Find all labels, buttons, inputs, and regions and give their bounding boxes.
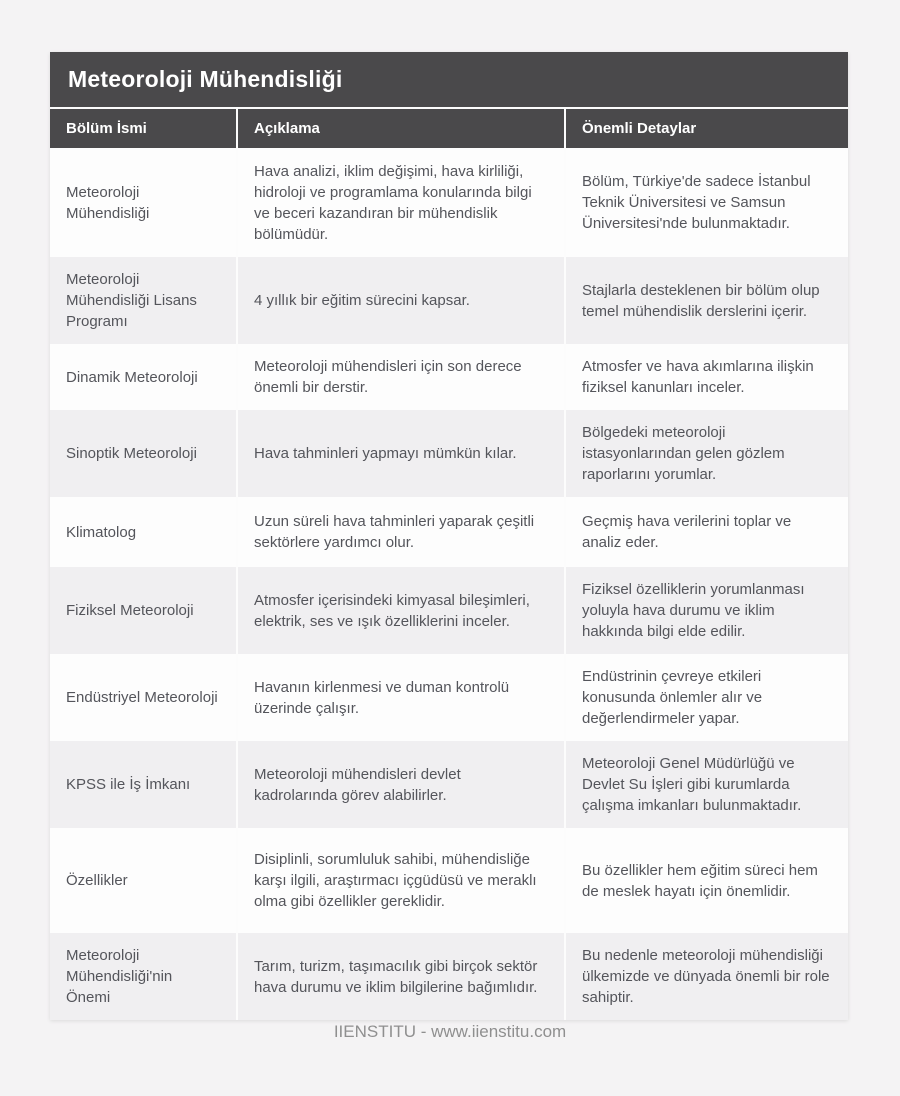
row-detail-cell: Endüstrinin çevreye etkileri konusunda ö… bbox=[566, 654, 848, 741]
row-desc-cell: Meteoroloji mühendisleri devlet kadrolar… bbox=[238, 741, 564, 828]
row-name-cell: Sinoptik Meteoroloji bbox=[50, 410, 236, 497]
table-row: Sinoptik Meteoroloji Hava tahminleri yap… bbox=[50, 410, 848, 497]
row-desc-cell: Atmosfer içerisindeki kimyasal bileşimle… bbox=[238, 567, 564, 654]
row-detail-cell: Meteoroloji Genel Müdürlüğü ve Devlet Su… bbox=[566, 741, 848, 828]
table-row: Meteoroloji Mühendisliği Lisans Programı… bbox=[50, 257, 848, 344]
row-desc-cell: Havanın kirlenmesi ve duman kontrolü üze… bbox=[238, 654, 564, 741]
row-name-cell: KPSS ile İş İmkanı bbox=[50, 741, 236, 828]
row-desc-cell: Tarım, turizm, taşımacılık gibi birçok s… bbox=[238, 933, 564, 1020]
row-desc-cell: Hava analizi, iklim değişimi, hava kirli… bbox=[238, 148, 564, 257]
table-body: Meteoroloji Mühendisliği Hava analizi, i… bbox=[50, 148, 848, 1020]
row-name-cell: Dinamik Meteoroloji bbox=[50, 344, 236, 410]
table-row: Fiziksel Meteoroloji Atmosfer içerisinde… bbox=[50, 567, 848, 654]
row-name-cell: Endüstriyel Meteoroloji bbox=[50, 654, 236, 741]
row-detail-cell: Stajlarla desteklenen bir bölüm olup tem… bbox=[566, 257, 848, 344]
row-desc-cell: Disiplinli, sorumluluk sahibi, mühendisl… bbox=[238, 828, 564, 933]
column-header-onemli-detaylar: Önemli Detaylar bbox=[566, 109, 848, 148]
row-desc-cell: 4 yıllık bir eğitim sürecini kapsar. bbox=[238, 257, 564, 344]
row-name-cell: Meteoroloji Mühendisliği Lisans Programı bbox=[50, 257, 236, 344]
row-detail-cell: Bu nedenle meteoroloji mühendisliği ülke… bbox=[566, 933, 848, 1020]
table-row: KPSS ile İş İmkanı Meteoroloji mühendisl… bbox=[50, 741, 848, 828]
row-desc-cell: Uzun süreli hava tahminleri yaparak çeşi… bbox=[238, 497, 564, 567]
row-desc-cell: Hava tahminleri yapmayı mümkün kılar. bbox=[238, 410, 564, 497]
table-row: Endüstriyel Meteoroloji Havanın kirlenme… bbox=[50, 654, 848, 741]
row-detail-cell: Fiziksel özelliklerin yorumlanması yoluy… bbox=[566, 567, 848, 654]
table-row: Klimatolog Uzun süreli hava tahminleri y… bbox=[50, 497, 848, 567]
row-detail-cell: Geçmiş hava verilerini toplar ve analiz … bbox=[566, 497, 848, 567]
row-name-cell: Meteoroloji Mühendisliği bbox=[50, 148, 236, 257]
table-row: Meteoroloji Mühendisliği Hava analizi, i… bbox=[50, 148, 848, 257]
row-name-cell: Özellikler bbox=[50, 828, 236, 933]
table-row: Dinamik Meteoroloji Meteoroloji mühendis… bbox=[50, 344, 848, 410]
row-detail-cell: Atmosfer ve hava akımlarına ilişkin fizi… bbox=[566, 344, 848, 410]
row-detail-cell: Bu özellikler hem eğitim süreci hem de m… bbox=[566, 828, 848, 933]
table-header-row: Bölüm İsmi Açıklama Önemli Detaylar bbox=[50, 109, 848, 148]
row-name-cell: Meteoroloji Mühendisliği'nin Önemi bbox=[50, 933, 236, 1020]
column-header-aciklama: Açıklama bbox=[238, 109, 564, 148]
table-row: Özellikler Disiplinli, sorumluluk sahibi… bbox=[50, 828, 848, 933]
row-desc-cell: Meteoroloji mühendisleri için son derece… bbox=[238, 344, 564, 410]
table-row: Meteoroloji Mühendisliği'nin Önemi Tarım… bbox=[50, 933, 848, 1020]
meteorology-table-card: Meteoroloji Mühendisliği Bölüm İsmi Açık… bbox=[50, 52, 848, 1020]
footer-branding: IIENSTITU - www.iienstitu.com bbox=[333, 1022, 567, 1041]
row-name-cell: Klimatolog bbox=[50, 497, 236, 567]
row-detail-cell: Bölgedeki meteoroloji istasyonlarından g… bbox=[566, 410, 848, 497]
row-name-cell: Fiziksel Meteoroloji bbox=[50, 567, 236, 654]
row-detail-cell: Bölüm, Türkiye'de sadece İstanbul Teknik… bbox=[566, 148, 848, 257]
column-header-bolum-ismi: Bölüm İsmi bbox=[50, 109, 236, 148]
page-title: Meteoroloji Mühendisliği bbox=[50, 52, 848, 107]
